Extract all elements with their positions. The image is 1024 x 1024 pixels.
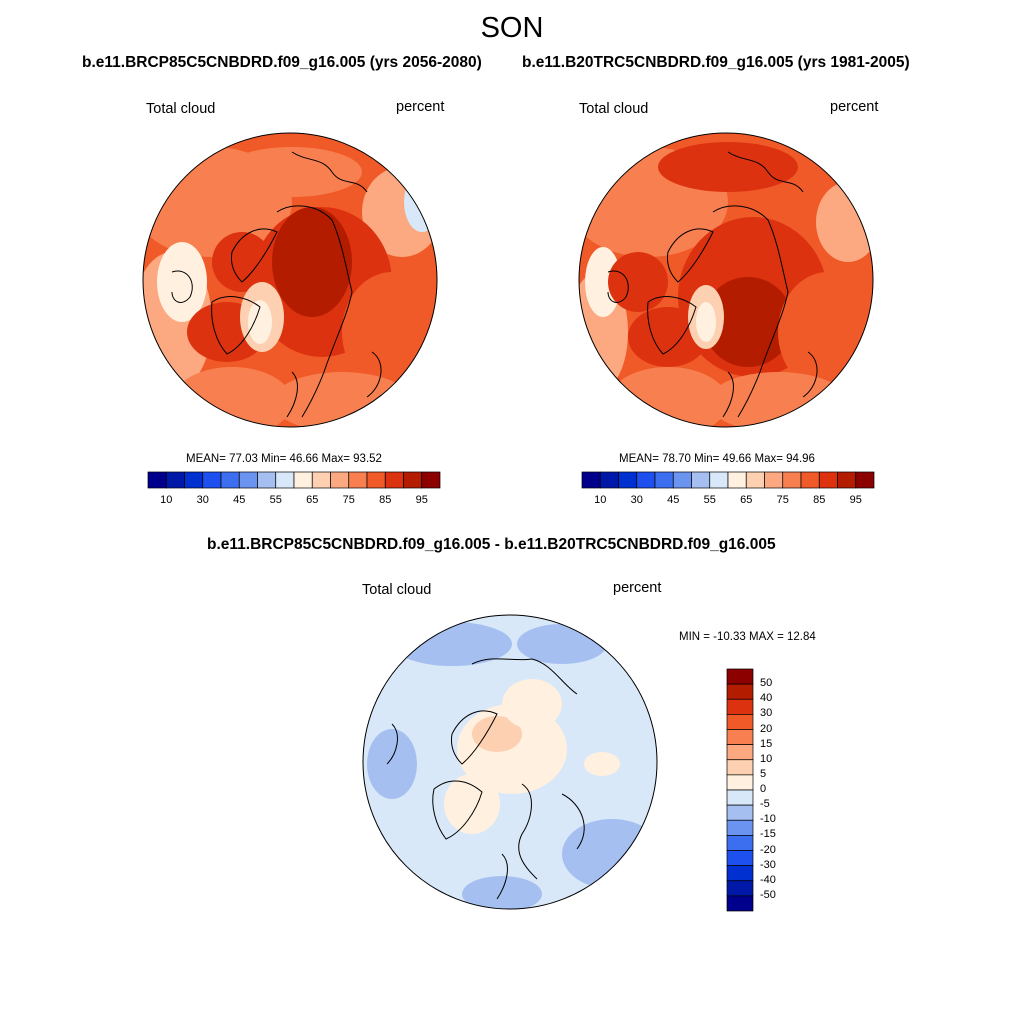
colorbar-panel-2-tick-label: 30 — [630, 494, 643, 506]
colorbar-diff-swatch — [726, 759, 754, 776]
colorbar-panel-1-tick-label: 95 — [415, 494, 428, 506]
colorbar-diff-swatch — [726, 774, 754, 791]
colorbar-panel-1-swatch — [311, 471, 331, 489]
colorbar-diff-tick-label: -40 — [760, 873, 776, 886]
colorbar-diff-swatch — [726, 729, 754, 745]
colorbar-diff-swatch — [726, 865, 754, 882]
diff-variable-label: Total cloud — [362, 582, 432, 598]
colorbar-panel-2-swatch — [727, 471, 747, 489]
colorbar-diff-tick-label: 0 — [760, 783, 767, 795]
colorbar-diff-swatch — [726, 895, 754, 912]
colorbar-panel-2-swatch — [800, 471, 820, 489]
colorbar-panel-1-swatch — [403, 471, 423, 489]
colorbar-diff-swatch — [726, 850, 754, 866]
colorbar-panel-1-swatch — [330, 471, 350, 489]
colorbar-diff-swatch — [726, 789, 754, 806]
colorbar-panel-2-swatch — [764, 471, 784, 489]
colorbar-diff-tick-label: 10 — [760, 752, 773, 765]
colorbar-panel-2-tick-label: 10 — [594, 494, 607, 506]
colorbar-panel-2-swatch — [745, 471, 765, 489]
colorbar-diff-swatch — [726, 668, 754, 685]
map-panel-1 — [142, 132, 438, 428]
colorbar-diff-tick-label: 15 — [760, 737, 773, 750]
diff-stats: MIN = -10.33 MAX = 12.84 — [679, 631, 816, 643]
panel-2-stats: MEAN= 78.70 Min= 49.66 Max= 94.96 — [619, 453, 815, 465]
colorbar-panel-2-swatch — [818, 471, 838, 489]
colorbar-diff-tick-label: -30 — [760, 858, 776, 871]
colorbar-panel-2-swatch — [691, 471, 711, 489]
colorbar-panel-2-swatch — [581, 471, 601, 489]
colorbar-panel-1-swatch — [202, 471, 222, 489]
colorbar-diff-tick-label: -20 — [760, 843, 776, 856]
panel-1-stats: MEAN= 77.03 Min= 46.66 Max= 93.52 — [186, 453, 382, 465]
panel-2-units-label: percent — [830, 99, 879, 115]
panel-2-variable-label: Total cloud — [579, 101, 649, 117]
colorbar-panel-1-tick-label: 75 — [342, 494, 355, 506]
colorbar-panel-1-swatch — [165, 471, 185, 489]
colorbar-diff-tick-label: 5 — [760, 767, 767, 780]
colorbar-panel-1-swatch — [384, 471, 404, 489]
colorbar-diff-swatch — [726, 819, 754, 836]
colorbar-panel-2-tick-label: 45 — [667, 494, 680, 506]
colorbar-diff-swatch — [726, 698, 754, 715]
diff-units-label: percent — [613, 580, 662, 596]
colorbar-diff-tick-label: 30 — [760, 707, 773, 720]
colorbar-diff-swatch — [726, 835, 754, 851]
colorbar-panel-1-tick-label: 30 — [196, 494, 209, 506]
map-panel-2 — [578, 132, 874, 428]
colorbar-panel-1-swatch — [257, 471, 277, 489]
colorbar-panel-2-swatch — [654, 471, 674, 489]
colorbar-diff-swatch — [726, 804, 754, 821]
colorbar-panel-2-swatch — [636, 471, 656, 489]
colorbar-diff-tick-label: -50 — [760, 888, 776, 901]
colorbar-panel-2-swatch — [618, 471, 638, 489]
colorbar-diff-swatch — [726, 714, 754, 730]
colorbar-diff — [726, 668, 754, 912]
colorbar-panel-1-swatch — [348, 471, 368, 489]
colorbar-panel-1 — [147, 471, 441, 489]
colorbar-panel-1-tick-label: 10 — [160, 494, 173, 506]
colorbar-panel-2-tick-label: 55 — [703, 494, 716, 506]
colorbar-panel-2-tick-label: 65 — [740, 494, 753, 506]
colorbar-diff-swatch — [726, 683, 754, 700]
colorbar-diff-swatch — [726, 880, 754, 897]
colorbar-panel-2-tick-label: 85 — [813, 494, 826, 506]
colorbar-panel-1-swatch — [366, 471, 386, 489]
panel-2-title: b.e11.B20TRC5CNBDRD.f09_g16.005 (yrs 198… — [522, 54, 910, 71]
colorbar-panel-2-swatch — [855, 471, 875, 489]
panel-1-units-label: percent — [396, 99, 445, 115]
map-diff — [362, 614, 658, 910]
colorbar-panel-1-swatch — [184, 471, 204, 489]
colorbar-panel-2-swatch — [837, 471, 857, 489]
colorbar-panel-2-swatch — [599, 471, 619, 489]
colorbar-panel-1-tick-label: 65 — [306, 494, 319, 506]
colorbar-panel-1-swatch — [293, 471, 313, 489]
colorbar-diff-tick-label: -5 — [760, 798, 770, 811]
colorbar-panel-1-tick-label: 45 — [233, 494, 246, 506]
panel-1-variable-label: Total cloud — [146, 101, 216, 117]
colorbar-panel-1-tick-label: 85 — [379, 494, 392, 506]
colorbar-panel-2-tick-label: 95 — [849, 494, 862, 506]
colorbar-diff-swatch — [726, 744, 754, 761]
colorbar-panel-1-swatch — [421, 471, 441, 489]
colorbar-diff-tick-label: -15 — [760, 828, 776, 841]
diff-title: b.e11.BRCP85C5CNBDRD.f09_g16.005 - b.e11… — [207, 536, 776, 553]
colorbar-panel-2-swatch — [672, 471, 692, 489]
colorbar-panel-2-tick-label: 75 — [776, 494, 789, 506]
colorbar-diff-tick-label: -10 — [760, 813, 776, 826]
colorbar-panel-1-swatch — [147, 471, 167, 489]
colorbar-panel-1-tick-label: 55 — [269, 494, 282, 506]
colorbar-panel-2-swatch — [709, 471, 729, 489]
colorbar-diff-tick-label: 40 — [760, 692, 773, 705]
colorbar-panel-2-swatch — [782, 471, 802, 489]
colorbar-diff-tick-label: 50 — [760, 677, 773, 690]
colorbar-panel-2 — [581, 471, 875, 489]
colorbar-panel-1-swatch — [275, 471, 295, 489]
figure-title: SON — [480, 12, 544, 44]
panel-1-title: b.e11.BRCP85C5CNBDRD.f09_g16.005 (yrs 20… — [82, 54, 482, 71]
colorbar-diff-tick-label: 20 — [760, 722, 773, 735]
colorbar-panel-1-swatch — [220, 471, 240, 489]
colorbar-panel-1-swatch — [238, 471, 258, 489]
